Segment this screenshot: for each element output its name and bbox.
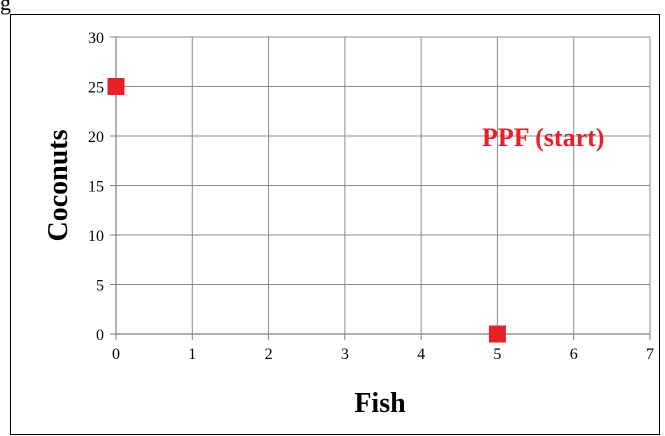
annotations: PPF (start) <box>482 123 604 152</box>
data-points <box>107 78 506 343</box>
y-tick-label: 10 <box>88 228 104 245</box>
x-tick-label: 4 <box>417 346 425 363</box>
clipped-heading-text: g <box>0 0 11 15</box>
y-tick-label: 15 <box>88 179 104 196</box>
y-tick-label: 20 <box>88 129 104 146</box>
data-point-square <box>488 325 506 343</box>
y-tick-label: 25 <box>88 80 104 97</box>
x-tick-label: 6 <box>570 346 578 363</box>
x-tick-label: 3 <box>341 346 349 363</box>
x-tick-label: 1 <box>188 346 196 363</box>
x-tick-label: 7 <box>646 346 654 363</box>
ppf-annotation: PPF (start) <box>482 123 604 152</box>
x-tick-label: 0 <box>112 346 120 363</box>
x-tick-label: 2 <box>265 346 273 363</box>
tick-labels: 0 5 10 15 20 25 30 0 1 2 3 4 5 6 7 <box>88 30 654 363</box>
y-axis-title: Coconuts <box>43 129 74 241</box>
grid-lines <box>116 36 651 334</box>
axes <box>110 36 651 340</box>
y-tick-label: 0 <box>96 327 104 344</box>
y-tick-label: 30 <box>88 30 104 47</box>
x-axis-title: Fish <box>354 388 406 419</box>
x-tick-label: 5 <box>493 346 501 363</box>
data-point-square <box>107 78 125 95</box>
y-tick-label: 5 <box>96 278 104 295</box>
